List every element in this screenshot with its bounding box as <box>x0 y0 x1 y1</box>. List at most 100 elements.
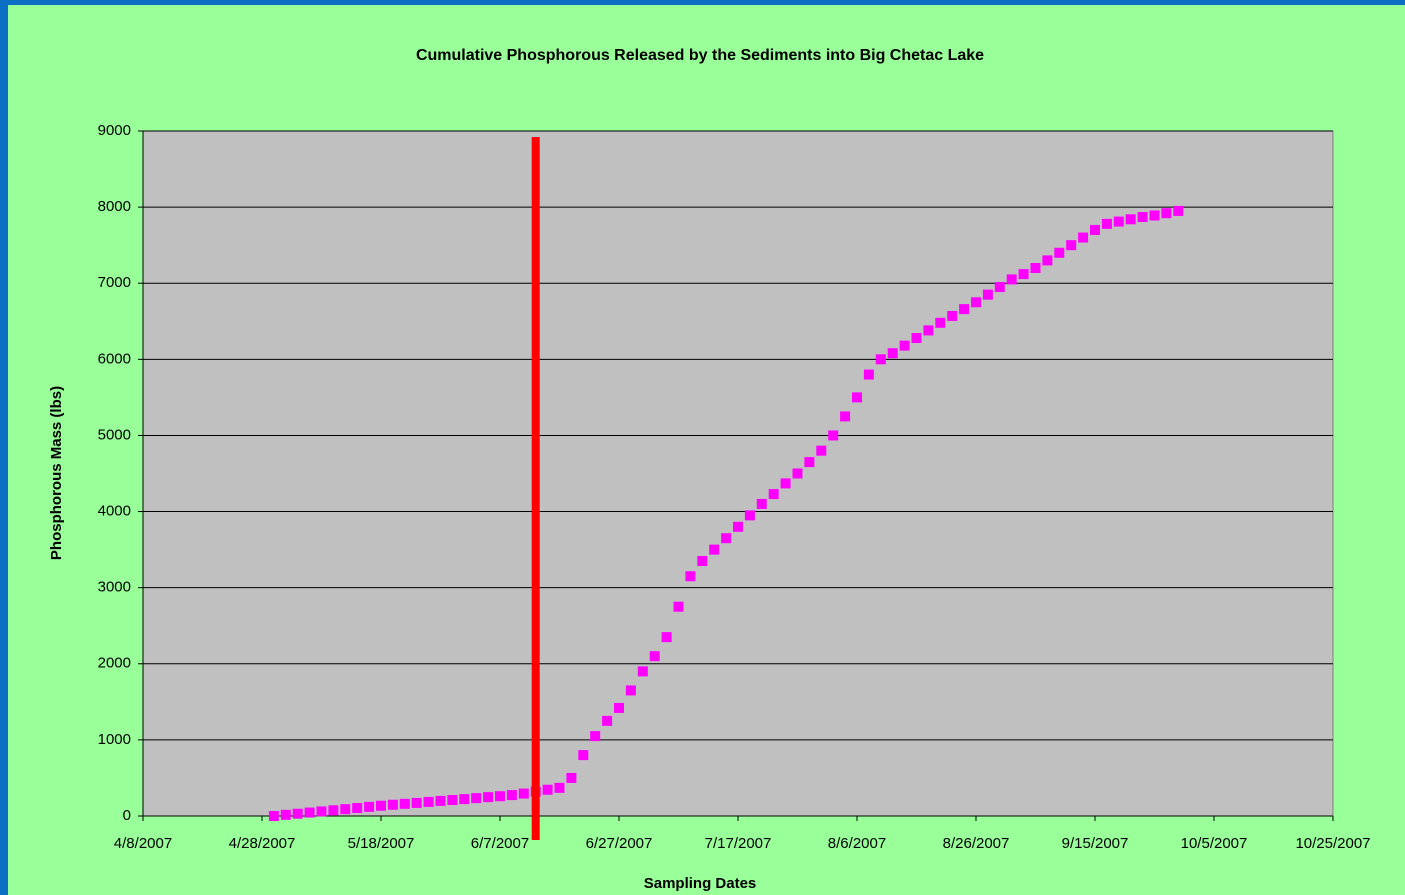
data-point <box>542 784 553 795</box>
data-point <box>387 799 398 810</box>
data-point <box>554 782 565 793</box>
data-point <box>768 489 779 500</box>
plot-area <box>142 130 1334 817</box>
y-tick-label: 0 <box>123 807 131 824</box>
data-point <box>1018 269 1029 280</box>
x-tick-label: 5/18/2007 <box>348 835 415 852</box>
data-point <box>435 795 446 806</box>
data-point <box>518 788 529 799</box>
x-tick-label: 7/17/2007 <box>705 835 772 852</box>
y-tick-label: 6000 <box>98 350 131 367</box>
data-point <box>590 731 601 742</box>
x-tick-label: 10/25/2007 <box>1295 835 1370 852</box>
data-point <box>863 369 874 380</box>
data-point <box>637 666 648 677</box>
data-point <box>828 430 839 441</box>
data-point <box>1054 247 1065 258</box>
y-axis-title: Phosphorous Mass (lbs) <box>48 386 65 560</box>
data-point <box>459 794 470 805</box>
data-point <box>1042 255 1053 266</box>
data-point <box>923 325 934 336</box>
data-point <box>495 791 505 802</box>
data-point <box>959 304 970 315</box>
data-point <box>756 498 767 509</box>
x-tick-label: 8/6/2007 <box>828 835 886 852</box>
data-point <box>364 801 375 812</box>
data-point <box>1090 224 1100 235</box>
data-point <box>1113 216 1124 227</box>
data-point <box>887 348 898 359</box>
data-point <box>721 533 732 544</box>
data-point <box>911 333 922 344</box>
data-point <box>376 800 386 811</box>
data-point <box>1078 232 1089 243</box>
data-point <box>649 651 660 662</box>
data-point <box>506 790 517 801</box>
data-point <box>744 510 755 521</box>
data-point <box>340 804 351 815</box>
data-point <box>661 632 672 643</box>
data-point <box>280 809 291 820</box>
data-point <box>971 297 981 308</box>
data-point <box>733 521 743 532</box>
data-point <box>994 282 1005 293</box>
data-point <box>304 807 315 818</box>
data-point <box>685 571 696 582</box>
x-tick-label: 6/27/2007 <box>586 835 653 852</box>
data-point <box>1173 205 1184 216</box>
y-tick-label: 2000 <box>98 655 131 672</box>
y-tick-label: 8000 <box>98 198 131 215</box>
x-tick-label: 4/8/2007 <box>114 835 172 852</box>
data-point <box>578 750 589 761</box>
data-point <box>792 468 803 479</box>
y-tick-label: 3000 <box>98 579 131 596</box>
data-point <box>352 803 363 814</box>
x-tick-label: 9/15/2007 <box>1062 835 1129 852</box>
y-tick-label: 9000 <box>98 122 131 139</box>
data-point <box>697 556 708 567</box>
data-point <box>614 702 624 713</box>
y-tick-label: 7000 <box>98 274 131 291</box>
data-point <box>292 808 303 819</box>
data-point <box>875 354 886 365</box>
x-axis-title: Sampling Dates <box>644 875 757 892</box>
data-point <box>1149 210 1160 221</box>
x-tick-label: 10/5/2007 <box>1181 835 1248 852</box>
data-point <box>1161 208 1172 219</box>
y-tick-label: 1000 <box>98 731 131 748</box>
x-tick-label: 6/7/2007 <box>471 835 529 852</box>
data-point <box>602 715 613 726</box>
data-point <box>709 544 720 555</box>
data-point <box>1066 240 1077 251</box>
data-point <box>483 792 494 803</box>
y-tick-label: 5000 <box>98 426 131 443</box>
data-point <box>947 310 958 321</box>
data-point <box>840 411 851 422</box>
data-point <box>816 445 827 456</box>
data-point <box>1137 212 1148 223</box>
data-point <box>852 392 862 403</box>
data-point <box>328 805 339 816</box>
data-point <box>411 797 422 808</box>
data-point <box>423 796 434 807</box>
data-point <box>447 795 458 806</box>
x-tick-label: 8/26/2007 <box>943 835 1010 852</box>
data-point <box>982 289 993 300</box>
data-point <box>780 478 791 489</box>
data-point <box>804 457 815 468</box>
data-point <box>1006 274 1017 285</box>
data-point <box>399 798 410 809</box>
data-point <box>1125 214 1136 225</box>
chart-title: Cumulative Phosphorous Released by the S… <box>416 47 984 64</box>
data-point <box>935 317 946 328</box>
data-point <box>471 793 482 804</box>
x-tick-label: 4/28/2007 <box>229 835 296 852</box>
data-point <box>899 340 910 351</box>
data-point <box>268 811 279 821</box>
data-point <box>316 806 327 817</box>
data-point <box>1030 263 1041 273</box>
data-point <box>673 601 684 612</box>
data-point <box>1101 218 1112 229</box>
